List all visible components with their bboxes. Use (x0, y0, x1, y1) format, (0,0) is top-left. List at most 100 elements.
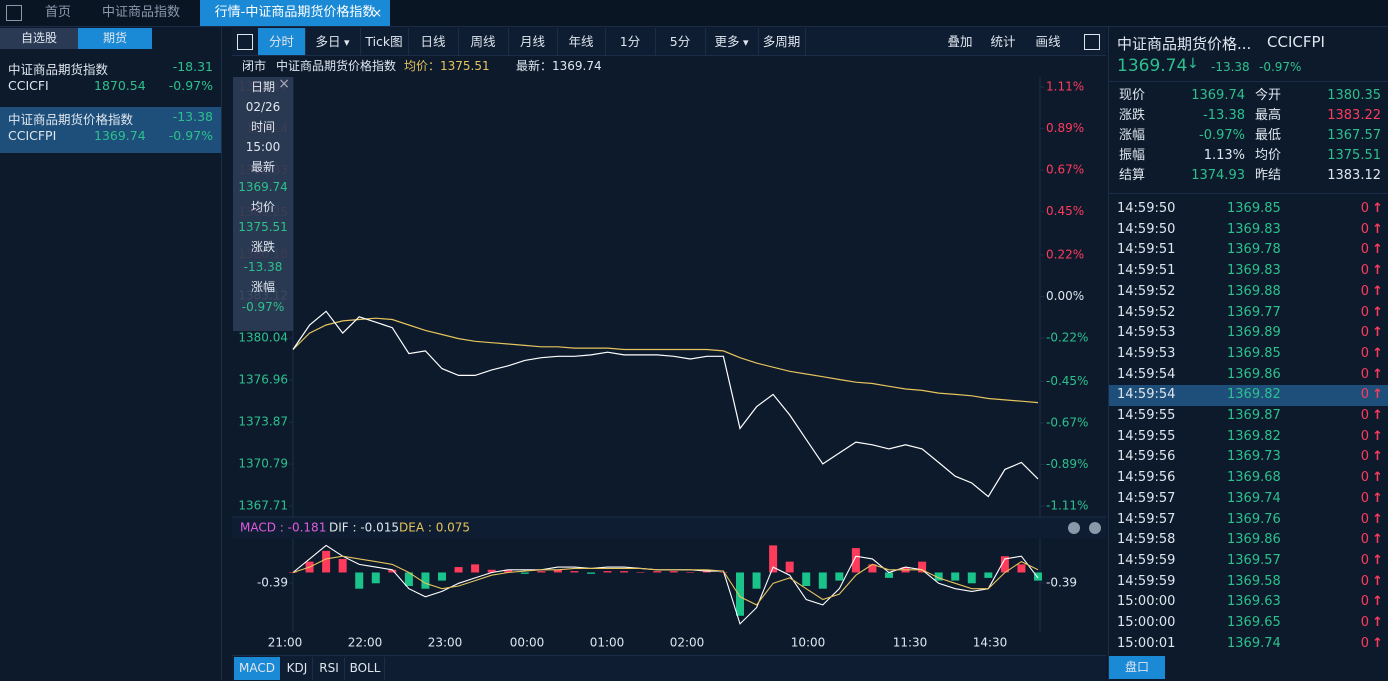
macd-bar (835, 572, 844, 581)
tick-price: 1369.74 (1227, 490, 1281, 506)
item-code: CCICFI (8, 78, 49, 93)
divider (1109, 193, 1388, 194)
tab[interactable]: 中证商品指数 (101, 5, 180, 20)
x-tick-label: 21:00 (268, 636, 303, 650)
tick-time: 15:00:00 (1117, 594, 1176, 610)
close-icon (1068, 522, 1080, 534)
tick-volume: 0 (1360, 449, 1369, 465)
y2-tick-label: -0.22% (1046, 331, 1088, 345)
top-tab-bar: 首页 中证商品指数 行情-中证商品期货价格指数 × (0, 0, 1388, 27)
period-button[interactable]: 周线 (458, 28, 509, 55)
sidebar-button[interactable]: 自选股 (0, 28, 78, 49)
up-arrow: ↑ (1372, 552, 1383, 568)
watch-item[interactable]: 中证商品期货价格指数 -13.38 CCICFPI 1369.74 -0.97% (0, 107, 221, 153)
tick-price: 1369.73 (1227, 449, 1281, 465)
macd-bar (587, 572, 595, 574)
menu-icon[interactable] (6, 5, 22, 21)
tick-time: 14:59:56 (1117, 449, 1176, 465)
macd-bar (736, 572, 744, 616)
down-arrow: ↓ (1187, 56, 1199, 72)
tick-row: 14:59:52 1369.88 0 ↑ (1109, 282, 1388, 303)
period-button[interactable]: 日线 (408, 28, 459, 55)
tick-row: 14:59:53 1369.89 0 ↑ (1109, 323, 1388, 344)
tick-row: 15:00:00 1369.63 0 ↑ (1109, 592, 1388, 613)
tooltip-label: 均价 (250, 200, 275, 214)
tick-volume: 0 (1360, 470, 1369, 486)
panel-toggle[interactable] (1084, 34, 1100, 50)
tick-price: 1369.63 (1227, 594, 1281, 610)
tick-volume: 0 (1360, 428, 1369, 444)
tick-volume: 0 (1360, 490, 1369, 506)
up-arrow: ↑ (1372, 408, 1383, 423)
tab[interactable]: 首页 (44, 5, 71, 20)
item-code: CCICFPI (8, 128, 57, 143)
item-price: 1870.54 (94, 78, 146, 93)
period-button[interactable]: 更多 (705, 28, 759, 55)
macd-bar (471, 564, 480, 573)
y2-tick-label: -0.67% (1046, 415, 1088, 429)
tick-time: 15:00:00 (1117, 615, 1176, 630)
x-tick-label: 23:00 (428, 636, 463, 650)
y-tick-label: 1373.87 (238, 415, 288, 429)
sidebar: 自选股 期货 中证商品期货指数 -18.31 CCICFI 1870.54 -0.97% 中证… (0, 27, 222, 680)
tool-button[interactable]: 叠加 (947, 34, 973, 49)
period-button[interactable]: 多周期 (758, 28, 806, 55)
watch-item[interactable]: 中证商品期货指数 -18.31 CCICFI 1870.54 -0.97% (0, 57, 221, 101)
up-arrow: ↑ (1372, 573, 1383, 589)
macd-bar (553, 569, 562, 573)
tooltip-label: 日期 (250, 80, 275, 94)
up-arrow: ↑ (1372, 201, 1383, 216)
indicator-tab[interactable]: KDJ (282, 657, 313, 680)
tick-price: 1369.57 (1227, 552, 1281, 568)
tooltip-value: -13.38 (243, 260, 283, 274)
macd-bar (769, 545, 778, 573)
tab-close[interactable]: × (372, 6, 383, 20)
tick-volume: 0 (1360, 511, 1369, 527)
period-button[interactable]: Tick图 (360, 28, 409, 55)
tick-row: 15:00:00 1369.65 0 ↑ (1109, 613, 1388, 634)
period-button[interactable]: 分时 (258, 28, 306, 55)
quote-label: 最低 (1255, 128, 1282, 143)
tick-time: 15:00:01 (1117, 635, 1176, 651)
up-arrow: ↑ (1372, 511, 1383, 527)
bottom-button[interactable]: 盘口 (1109, 656, 1165, 679)
layout-icon[interactable] (237, 34, 253, 50)
tooltip-value: 1369.74 (238, 180, 288, 194)
period-button[interactable]: 月线 (508, 28, 558, 55)
avg-price: 均价：1375.51 (404, 59, 490, 73)
tick-price: 1369.83 (1227, 263, 1281, 279)
indicator-tab[interactable]: MACD (234, 657, 280, 680)
period-button[interactable]: 多日 (305, 28, 361, 55)
tool-button[interactable]: 画线 (1035, 34, 1061, 49)
tick-price: 1369.78 (1227, 242, 1281, 258)
indicator-tab[interactable]: BOLL (346, 657, 385, 680)
quote-change: -13.38 (1211, 60, 1250, 74)
quote-label: 最高 (1255, 108, 1282, 123)
tick-volume: 0 (1360, 263, 1369, 279)
tab[interactable]: 行情-中证商品期货价格指数 (200, 0, 390, 26)
up-arrow: ↑ (1372, 325, 1383, 341)
period-button[interactable]: 1分 (605, 28, 656, 55)
quote-value: 1.13% (1203, 148, 1245, 163)
tick-row: 14:59:57 1369.76 0 ↑ (1109, 510, 1388, 531)
dif-line (292, 544, 1039, 625)
tooltip-close[interactable]: × (278, 76, 290, 92)
tick-price: 1369.58 (1227, 573, 1281, 589)
tick-price: 1369.82 (1227, 387, 1281, 403)
tick-price: 1369.88 (1227, 283, 1281, 299)
tick-volume: 0 (1360, 325, 1369, 341)
period-button[interactable]: 年线 (557, 28, 606, 55)
tool-button[interactable]: 统计 (990, 34, 1016, 49)
macd-header (232, 518, 1106, 538)
plot-area (232, 77, 1106, 517)
tick-volume: 0 (1360, 594, 1369, 610)
quote-value: 1375.51 (1327, 148, 1381, 163)
tick-time: 14:59:53 (1117, 325, 1176, 341)
x-tick-label: 02:00 (670, 636, 705, 650)
indicator-tab[interactable]: RSI (314, 657, 345, 680)
macd-label: MACD : -0.181 (240, 521, 326, 535)
indicator-tabs: MACD KDJ RSI BOLL (232, 655, 1106, 681)
tick-price: 1369.77 (1227, 304, 1281, 320)
sidebar-button[interactable]: 期货 (78, 28, 152, 49)
tick-price: 1369.76 (1227, 511, 1281, 527)
